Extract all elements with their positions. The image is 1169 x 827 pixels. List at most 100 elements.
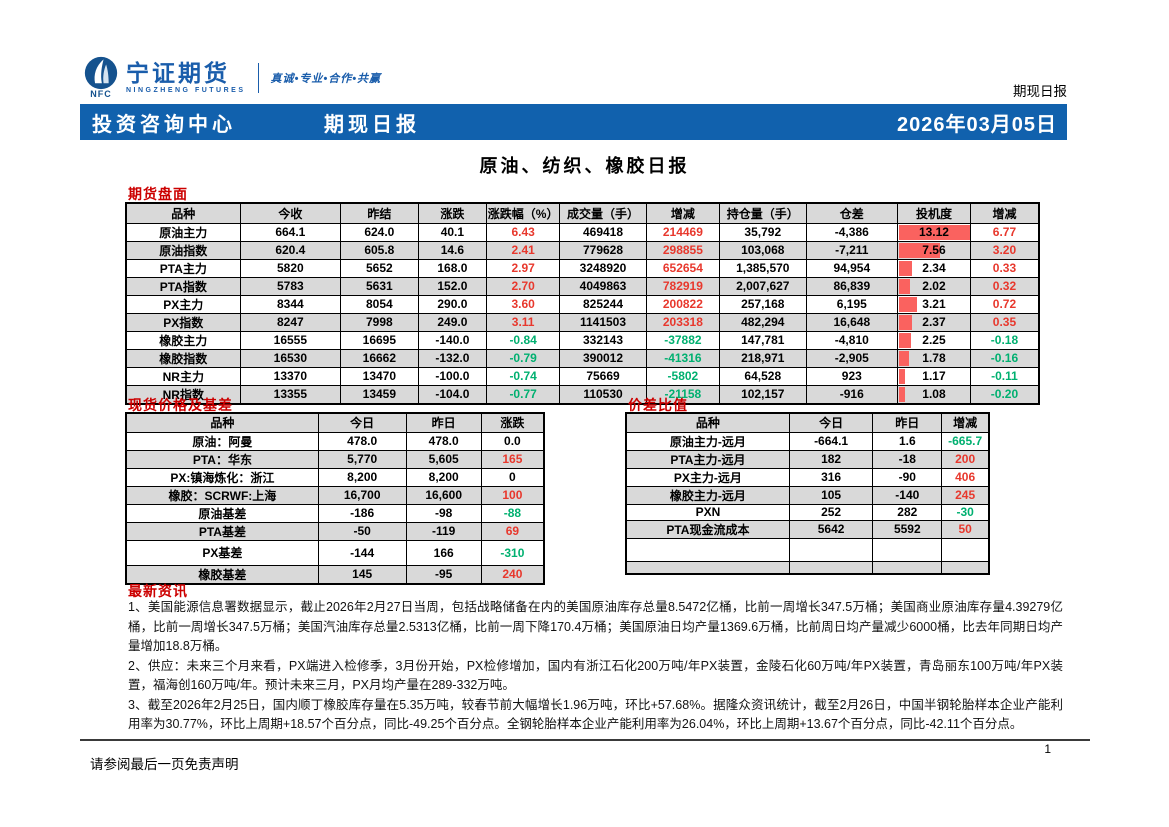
table-cell: 8344 [239,294,342,314]
table-cell: 5783 [239,276,342,296]
table-row: 橡胶主力-远月 105 -140 245 [625,485,990,505]
table-cell: PTA：华东 [125,449,319,469]
table-cell: 203318 [645,312,720,332]
table-row: NR主力 13370 13470 -100.0 -0.74 75669 -5802 64,52… [125,366,1040,386]
table-cell: -664.1 [788,431,874,451]
table-row: PX基差 -144 166 -310 [125,539,545,566]
news-paragraph: 3、截至2026年2月25日，国内顺丁橡胶库存量在5.35万吨，较春节前大幅增长… [128,697,1063,732]
table-cell: PTA现金流成本 [625,519,790,539]
table-cell: -2,905 [805,348,898,368]
table-cell: 1.17 [896,366,971,386]
table-row: 原油指数 620.4 605.8 14.6 2.41 779628 298855 103,06… [125,240,1040,260]
table-cell: -144 [317,539,407,566]
table-cell: 165 [480,449,545,469]
table-cell: -0.84 [486,330,561,350]
column-header: 仓差 [805,202,898,224]
table-row: 橡胶基差 145 -95 240 [125,564,545,584]
table-row: PX:镇海炼化：浙江 8,200 8,200 0 [125,467,545,487]
table-row: PTA指数 5783 5631 152.0 2.70 4049863 782919 2,007… [125,276,1040,296]
table-row: PX主力-远月 316 -90 406 [625,467,990,487]
futures-table: 品种 今收 昨结 涨跌 涨跌幅（%） 成交量（手） 增减 持仓量（手） 仓差 投机度 增减 原油主力… [125,202,1040,405]
disclaimer-text: 请参阅最后一页免责声明 [90,757,239,772]
speculation-data-bar [898,260,912,276]
table-cell: -0.77 [486,384,561,404]
table-cell: 7998 [340,312,419,332]
speculation-data-bar [898,296,917,312]
table-cell [788,560,874,575]
table-cell: 145 [317,564,407,584]
table-cell: 2.37 [896,312,971,332]
table-cell: 1.78 [896,348,971,368]
table-cell: 4049863 [559,276,647,296]
table-cell: 624.0 [340,222,419,242]
speculation-data-bar [898,368,906,384]
speculation-data-bar [898,278,911,294]
column-header: 增减 [645,202,720,224]
table-cell: 94,954 [805,258,898,278]
table-cell: -119 [405,521,482,541]
table-cell [625,537,790,562]
table-cell: 3.11 [486,312,561,332]
sail-logo-icon [84,56,118,95]
futures-header-row: 品种 今收 昨结 涨跌 涨跌幅（%） 成交量（手） 增减 持仓量（手） 仓差 投机度 增减 [125,202,1040,224]
column-header: 昨日 [405,412,482,433]
table-cell: 8054 [340,294,419,314]
table-row: PTA主力-远月 182 -18 200 [625,449,990,469]
table-cell: 原油基差 [125,503,319,523]
table-row: 橡胶指数 16530 16662 -132.0 -0.79 390012 -41316 218… [125,348,1040,368]
brand-name-english: NINGZHENG FUTURES [126,86,246,94]
table-cell: -7,211 [805,240,898,260]
table-row: PTA现金流成本 5642 5592 50 [625,519,990,539]
table-cell: 406 [941,467,990,487]
banner-department: 投资咨询中心 [92,113,236,136]
table-cell: 橡胶基差 [125,564,319,584]
table-row: 原油主力 664.1 624.0 40.1 6.43 469418 214469 35,792… [125,222,1040,242]
table-cell: 182 [788,449,874,469]
table-cell: NR指数 [125,384,241,404]
table-cell: 86,839 [805,276,898,296]
speculation-value: 2.37 [922,315,946,329]
table-cell: 橡胶：SCRWF:上海 [125,485,319,505]
table-cell: -0.79 [486,348,561,368]
table-cell: 16,648 [805,312,898,332]
table-cell: 13470 [340,366,419,386]
table-cell: 214469 [645,222,720,242]
page-number: 1 [1044,742,1051,756]
table-cell: 200822 [645,294,720,314]
table-cell: 147,781 [718,330,807,350]
section-title-spot: 现货价格及基差 [128,397,233,413]
table-cell: PX主力 [125,294,241,314]
table-cell: 110530 [559,384,647,404]
table-cell: 290.0 [417,294,488,314]
table-cell: 5652 [340,258,419,278]
table-cell: 252 [788,503,874,521]
speculation-data-bar [898,350,909,366]
table-cell: 200 [941,449,990,469]
table-cell: 35,792 [718,222,807,242]
table-row: PXN 252 282 -30 [625,503,990,521]
speculation-value: 13.12 [918,225,949,239]
table-cell [941,537,990,562]
spot-table: 品种 今日 昨日 涨跌 原油：阿曼 478.0 478.0 0.0 PTA：华东 5,770 5,… [125,412,545,585]
table-cell: 16662 [340,348,419,368]
table-cell: 橡胶主力 [125,330,241,350]
table-cell: 0.32 [969,276,1040,296]
table-cell: -140.0 [417,330,488,350]
table-cell: 75669 [559,366,647,386]
table-cell: 16530 [239,348,342,368]
table-cell: 原油指数 [125,240,241,260]
table-cell: 5592 [872,519,943,539]
table-cell: 249.0 [417,312,488,332]
table-cell: 478.0 [405,431,482,451]
ratio-header-row: 品种 今日 昨日 增减 [625,412,990,433]
report-title: 原油、纺织、橡胶日报 [479,156,690,176]
banner-date: 2026年03月05日 [897,113,1057,136]
table-row: PX主力 8344 8054 290.0 3.60 825244 200822 257,168… [125,294,1040,314]
table-cell: 8,200 [317,467,407,487]
table-cell [788,537,874,562]
table-cell: -0.20 [969,384,1040,404]
table-cell: 218,971 [718,348,807,368]
table-cell: -21158 [645,384,720,404]
table-cell: PX指数 [125,312,241,332]
table-cell: 64,528 [718,366,807,386]
